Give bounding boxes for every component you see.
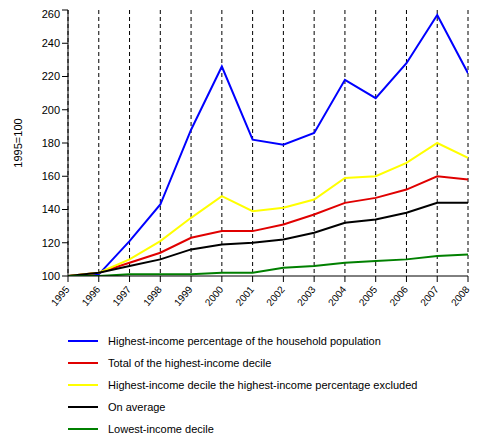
svg-text:2007: 2007: [418, 284, 441, 308]
html-text:On average: On average: [108, 401, 166, 413]
svg-text:160: 160: [42, 170, 60, 182]
svg-text:200: 200: [42, 104, 60, 116]
svg-text:120: 120: [42, 237, 60, 249]
svg-text:2006: 2006: [387, 284, 410, 308]
svg-text:140: 140: [42, 203, 60, 215]
svg-text:2005: 2005: [357, 284, 380, 308]
svg-text:2001: 2001: [233, 284, 256, 308]
svg-text:1999: 1999: [172, 284, 195, 308]
svg-text:180: 180: [42, 137, 60, 149]
svg-text:240: 240: [42, 37, 60, 49]
svg-text:2003: 2003: [295, 284, 318, 308]
svg-text:220: 220: [42, 70, 60, 82]
svg-text:1995: 1995: [49, 284, 72, 308]
html-text:Highest-income decile the high: Highest-income decile the highest-income…: [108, 379, 418, 391]
svg-text:1998: 1998: [141, 284, 164, 308]
html-text:Total of the highest-income de: Total of the highest-income decile: [108, 357, 272, 369]
html-text:Lowest-income decile: Lowest-income decile: [108, 423, 214, 435]
svg-text:2000: 2000: [203, 284, 226, 308]
html-text:Highest-income percentage of t: Highest-income percentage of the househo…: [108, 335, 381, 347]
svg-text:2002: 2002: [264, 284, 287, 308]
svg-text:1995=100: 1995=100: [12, 118, 24, 167]
svg-text:2008: 2008: [449, 284, 472, 308]
svg-text:2004: 2004: [326, 284, 349, 308]
svg-text:1996: 1996: [80, 284, 103, 308]
svg-text:100: 100: [42, 270, 60, 282]
svg-text:260: 260: [42, 8, 60, 20]
svg-text:1997: 1997: [110, 284, 133, 308]
